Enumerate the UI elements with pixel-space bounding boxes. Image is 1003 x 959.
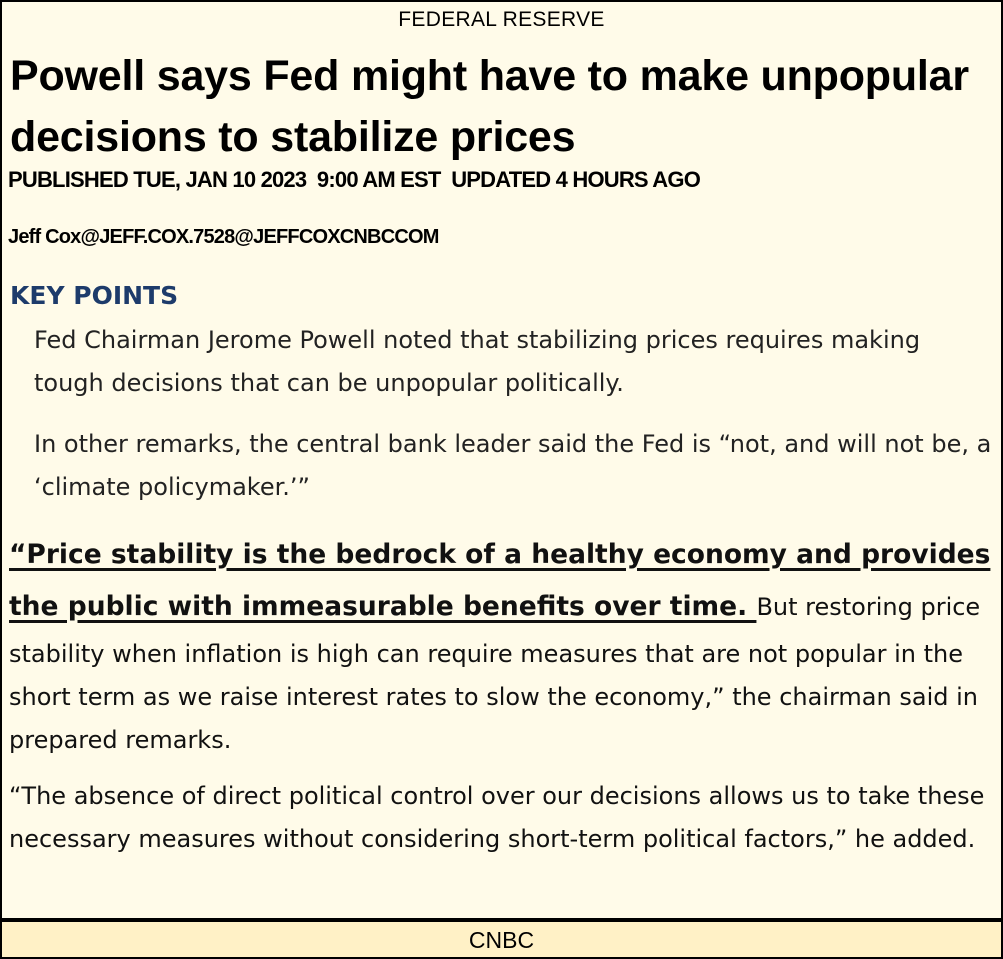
key-point-item: In other remarks, the central bank leade… [34,430,992,501]
body-paragraph-text: But restoring price stability when infla… [9,593,981,754]
headline: Powell says Fed might have to make unpop… [10,52,969,161]
source-footer: CNBC [2,918,1001,957]
pull-quote-highlight: “Price stability is the bedrock of a hea… [9,539,991,622]
published-timestamp: PUBLISHED TUE, JAN 10 2023 9:00 AM EST U… [8,167,701,192]
section-label[interactable]: FEDERAL RESERVE [398,8,605,31]
key-point-item: Fed Chairman Jerome Powell noted that st… [34,326,921,397]
key-points-heading: KEY POINTS [10,281,179,310]
body-paragraph: “The absence of direct political control… [9,782,985,853]
body-paragraph: “Price stability is the bedrock of a hea… [9,529,999,762]
author-byline[interactable]: Jeff Cox@JEFF.COX.7528@JEFFCOXCNBCCOM [8,226,439,248]
article-content: FEDERAL RESERVE Powell says Fed might ha… [2,2,1001,918]
